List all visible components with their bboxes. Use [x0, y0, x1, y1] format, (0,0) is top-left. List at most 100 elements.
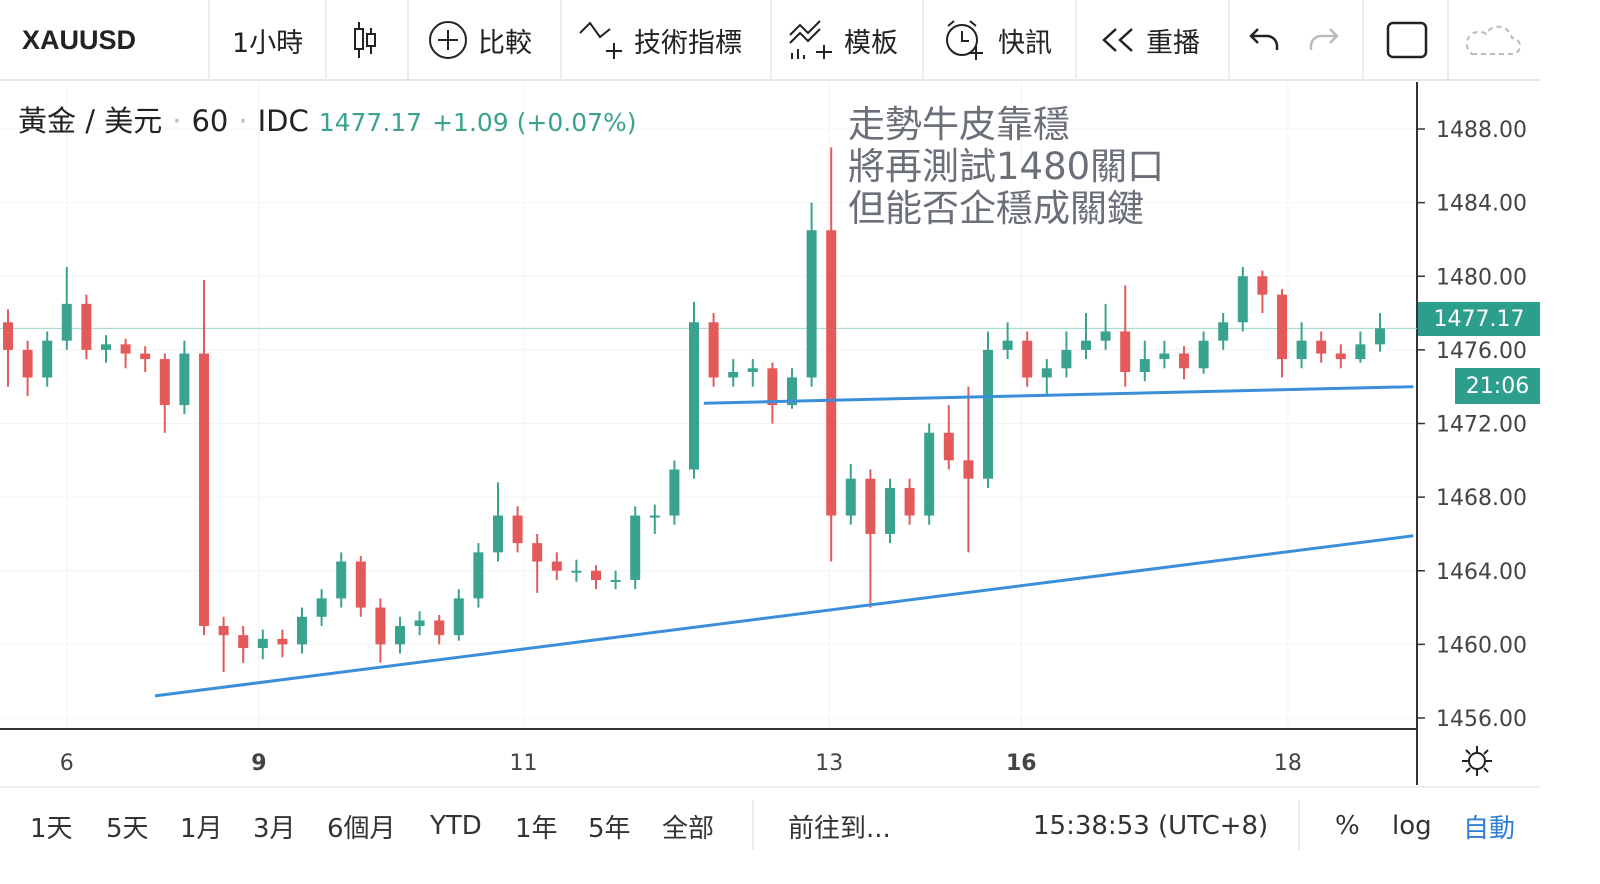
candle-body [983, 349, 993, 479]
redo-button[interactable] [1306, 0, 1340, 80]
candle-body [453, 598, 464, 636]
chart-annotation: 走勢牛皮靠穩 將再測試1480關口 但能否企穩成關鍵 [848, 104, 1164, 230]
candle-body [904, 487, 915, 516]
gear-icon [1462, 746, 1492, 776]
annotation-line: 但能否企穩成關鍵 [848, 187, 1144, 230]
candle-body [179, 353, 190, 406]
candle-body [610, 579, 621, 582]
candle-body [924, 432, 935, 516]
time-tick-label: 9 [251, 751, 266, 776]
range-5d[interactable]: 5天 [106, 813, 149, 844]
candle-body [1041, 368, 1052, 378]
undo-icon [1249, 28, 1279, 50]
candle-body [845, 478, 856, 516]
legend-change: +1.09 (+0.07%) [432, 108, 637, 137]
candle-body [1257, 276, 1268, 295]
time-tick-label: 11 [509, 751, 537, 776]
time-tick-label: 18 [1274, 751, 1302, 776]
candle-body [1335, 353, 1346, 360]
compare-label: 比較 [478, 27, 532, 59]
candle-body [689, 322, 699, 470]
candle-body [1375, 328, 1385, 345]
percent-scale-toggle[interactable]: % [1335, 811, 1360, 841]
redo-icon [1309, 28, 1339, 50]
legend-symbol-name: 黃金 / 美元 [18, 104, 163, 138]
candle-body [238, 635, 249, 649]
range-1m[interactable]: 1月 [180, 813, 223, 844]
candle-body [532, 543, 543, 562]
candle-body [1237, 276, 1248, 323]
annotation-line: 將再測試1480關口 [848, 145, 1165, 188]
candle-body [375, 607, 386, 645]
interval-button[interactable]: 1小時 [232, 27, 304, 59]
candle-body [120, 344, 131, 354]
alarm-clock-icon [946, 20, 983, 60]
candle-body [963, 460, 974, 479]
settings-button[interactable] [1460, 744, 1494, 782]
candle-body [1277, 294, 1287, 360]
candle-body [493, 515, 503, 553]
range-6m[interactable]: 6個月 [327, 813, 396, 844]
candle-body [806, 230, 817, 378]
candle-body [336, 561, 347, 599]
legend-source: IDC [257, 104, 309, 138]
chart-type-button[interactable] [350, 0, 384, 80]
candle-body [1139, 359, 1150, 372]
time-tick-label: 6 [60, 751, 74, 776]
candle-body [1120, 331, 1131, 372]
price-tick-label: 1464.00 [1436, 560, 1527, 585]
replay-button[interactable]: 重播 [1100, 0, 1200, 80]
indicators-button[interactable]: 技術指標 [578, 0, 742, 80]
alerts-button[interactable]: 快訊 [942, 0, 1052, 80]
candle-body [1218, 322, 1229, 341]
candle-body [747, 368, 758, 372]
cloud-icon [1465, 25, 1521, 55]
candle-body [218, 625, 229, 636]
price-tick-label: 1488.00 [1436, 118, 1527, 143]
range-1y[interactable]: 1年 [515, 813, 558, 844]
annotation-line: 走勢牛皮靠穩 [848, 103, 1070, 146]
cloud-save-button[interactable] [1462, 0, 1522, 80]
range-ytd[interactable]: YTD [430, 811, 482, 841]
candle-body [571, 570, 582, 573]
candle-body [649, 515, 660, 518]
templates-label: 模板 [844, 27, 898, 59]
log-scale-toggle[interactable]: log [1392, 811, 1432, 841]
range-3m[interactable]: 3月 [253, 813, 296, 844]
candle-body [199, 353, 209, 626]
range-5y[interactable]: 5年 [588, 813, 631, 844]
top-toolbar: XAUUSD 1小時 比較 技術指標 模板 快訊 重播 [0, 0, 1540, 81]
candle-body [1002, 340, 1013, 350]
candle-body [1296, 340, 1307, 360]
candle-body [1081, 340, 1091, 350]
indicators-label: 技術指標 [634, 27, 742, 59]
plus-circle-icon [429, 21, 467, 59]
templates-button[interactable]: 模板 [788, 0, 898, 80]
candle-body [767, 368, 778, 406]
goto-date-button[interactable]: 前往到... [788, 813, 891, 844]
range-1d[interactable]: 1天 [30, 813, 73, 844]
candle-body [1179, 353, 1189, 369]
candle-body [101, 344, 111, 350]
templates-icon [789, 20, 832, 59]
fullscreen-button[interactable] [1386, 0, 1428, 80]
compare-button[interactable]: 比較 [428, 0, 532, 80]
trendline [703, 385, 1414, 405]
clock-timezone-button[interactable]: 15:38:53 (UTC+8) [1033, 811, 1269, 841]
bar-countdown-label: 21:06 [1455, 368, 1540, 404]
range-all[interactable]: 全部 [662, 813, 715, 844]
auto-scale-toggle[interactable]: 自動 [1463, 813, 1516, 844]
undo-button[interactable] [1248, 0, 1282, 80]
symbol-button[interactable]: XAUUSD [22, 24, 137, 55]
candle-body [728, 371, 739, 378]
candle-body [1198, 340, 1209, 369]
candle-body [297, 616, 307, 645]
candle-body [885, 487, 895, 534]
candle-body [81, 303, 92, 350]
price-tick-label: 1460.00 [1436, 633, 1527, 658]
candle-body [355, 561, 366, 608]
candle-body [551, 561, 562, 571]
chart-legend: 黃金 / 美元 · 60 · IDC 1477.17 +1.09 (+0.07%… [18, 98, 637, 140]
price-tick-label: 1456.00 [1436, 707, 1527, 732]
